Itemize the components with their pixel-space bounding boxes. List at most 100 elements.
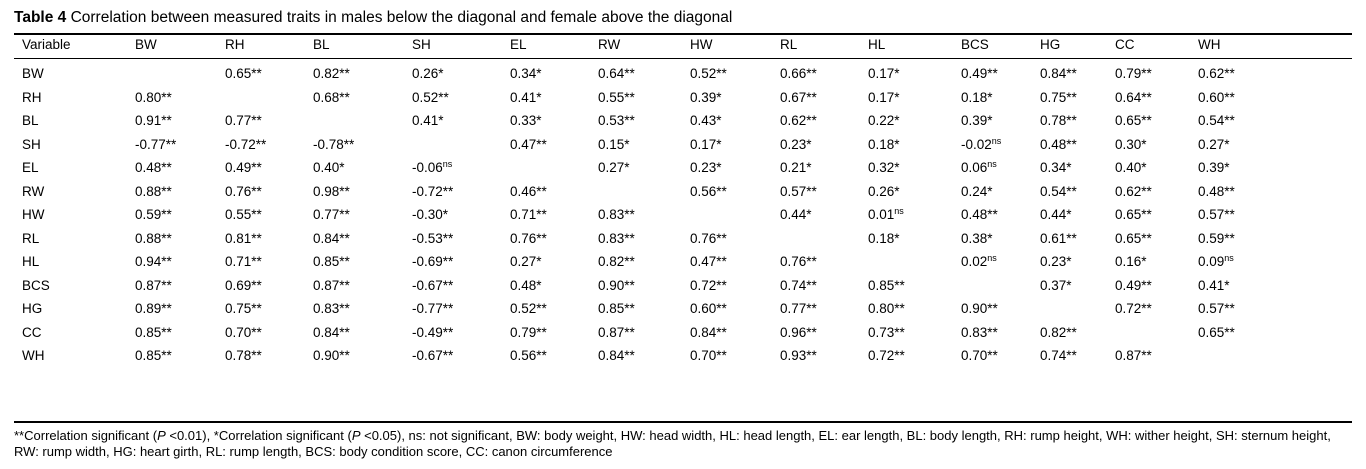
cell: 0.71**	[510, 207, 547, 222]
cell: 0.74**	[780, 277, 817, 293]
cell: -0.49**	[412, 324, 454, 340]
cell: 0.53**	[598, 113, 635, 128]
cell: 0.38*	[961, 230, 993, 246]
cell: 0.98**	[313, 183, 350, 199]
cell-superscript: ns	[442, 159, 453, 169]
cell-superscript: ns	[991, 135, 1002, 146]
cell: 0.87**	[313, 277, 350, 293]
cell: -0.67**	[412, 348, 454, 363]
cell: 0.18*	[961, 89, 993, 105]
cell: -0.30*	[412, 207, 449, 222]
cell: 0.65**	[1115, 230, 1152, 246]
cell: 0.62**	[1115, 183, 1152, 199]
column-header: EL	[510, 37, 527, 52]
cell: 0.40*	[313, 160, 345, 175]
cell: 0.70**	[225, 324, 262, 340]
cell: 0.72**	[690, 277, 727, 293]
cell: 0.75**	[225, 301, 262, 316]
row-label: RH	[22, 89, 42, 105]
cell-value: 0.09	[1198, 254, 1225, 269]
row-label: RL	[22, 230, 40, 246]
cell: 0.21*	[780, 160, 812, 175]
cell: 0.34*	[510, 66, 542, 81]
row-label: HG	[22, 301, 43, 316]
cell: 0.59**	[1198, 230, 1235, 246]
row-label: HW	[22, 207, 45, 222]
cell: 0.41*	[1198, 277, 1230, 293]
footnote-italic: P	[351, 428, 361, 443]
cell: 0.81**	[225, 230, 262, 246]
cell: 0.90**	[961, 301, 998, 316]
cell-value: 0.06	[961, 160, 988, 175]
cell: 0.84**	[690, 324, 727, 340]
cell: 0.84**	[1040, 66, 1077, 81]
cell: 0.17*	[690, 136, 722, 152]
cell: 0.83**	[961, 324, 998, 340]
cell: 0.54**	[1198, 113, 1235, 128]
column-header: Variable	[22, 37, 71, 52]
cell: 0.46**	[510, 183, 547, 199]
table-label: Table 4	[14, 9, 67, 26]
cell: 0.56**	[510, 348, 547, 363]
cell: 0.54**	[1040, 183, 1077, 199]
cell: 0.83**	[313, 301, 350, 316]
cell: 0.75**	[1040, 89, 1077, 105]
cell: 0.30*	[1115, 136, 1147, 152]
cell-value: -0.06	[412, 160, 443, 175]
cell: 0.49**	[225, 160, 262, 175]
cell: 0.16*	[1115, 254, 1147, 269]
cell: 0.90**	[313, 348, 350, 363]
cell: 0.52**	[690, 66, 727, 81]
cell: 0.47**	[690, 254, 727, 269]
cell: 0.44*	[780, 207, 812, 222]
cell: 0.79**	[1115, 66, 1152, 81]
cell: 0.88**	[135, 183, 172, 199]
cell: 0.27*	[1198, 136, 1230, 152]
cell: 0.24*	[961, 183, 993, 199]
cell-value: 0.01	[868, 207, 895, 222]
cell: 0.06ns	[961, 160, 997, 176]
cell: 0.62**	[1198, 66, 1235, 81]
cell: 0.65**	[1115, 113, 1152, 128]
cell: 0.48**	[1198, 183, 1235, 199]
cell: 0.72**	[1115, 301, 1152, 316]
cell: 0.76**	[780, 254, 817, 269]
cell: -0.77**	[135, 136, 177, 152]
cell: 0.85**	[135, 324, 172, 340]
cell: 0.84**	[598, 348, 635, 363]
cell: 0.40*	[1115, 160, 1147, 175]
cell: 0.39*	[1198, 160, 1230, 175]
cell: 0.64**	[598, 66, 635, 81]
cell: 0.26*	[868, 183, 900, 199]
cell: 0.76**	[510, 230, 547, 246]
cell: 0.83**	[598, 207, 635, 222]
cell: 0.33*	[510, 113, 542, 128]
cell: 0.78**	[225, 348, 262, 363]
cell: 0.85**	[868, 277, 905, 293]
footnote-part: <0.05), ns: not significant, BW: body we…	[14, 428, 1331, 459]
cell: 0.52**	[412, 89, 449, 105]
cell: 0.48**	[1040, 136, 1077, 152]
table-title: Table 4 Correlation between measured tra…	[14, 10, 732, 26]
cell: 0.72**	[868, 348, 905, 363]
cell: 0.87**	[135, 277, 172, 293]
cell: 0.23*	[1040, 254, 1072, 269]
cell: 0.59**	[135, 207, 172, 222]
cell: 0.76**	[690, 230, 727, 246]
cell: 0.76**	[225, 183, 262, 199]
cell: 0.90**	[598, 277, 635, 293]
cell: 0.71**	[225, 254, 262, 269]
cell: -0.72**	[412, 183, 454, 199]
cell: 0.32*	[868, 160, 900, 175]
row-label: BW	[22, 66, 44, 81]
row-label: HL	[22, 254, 40, 269]
column-header: RW	[598, 37, 621, 52]
column-header: HG	[1040, 37, 1061, 52]
column-header: BL	[313, 37, 330, 52]
cell: 0.39*	[690, 89, 722, 105]
cell: 0.57**	[780, 183, 817, 199]
column-header: BCS	[961, 37, 989, 52]
cell: 0.64**	[1115, 89, 1152, 105]
cell: 0.60**	[690, 301, 727, 316]
